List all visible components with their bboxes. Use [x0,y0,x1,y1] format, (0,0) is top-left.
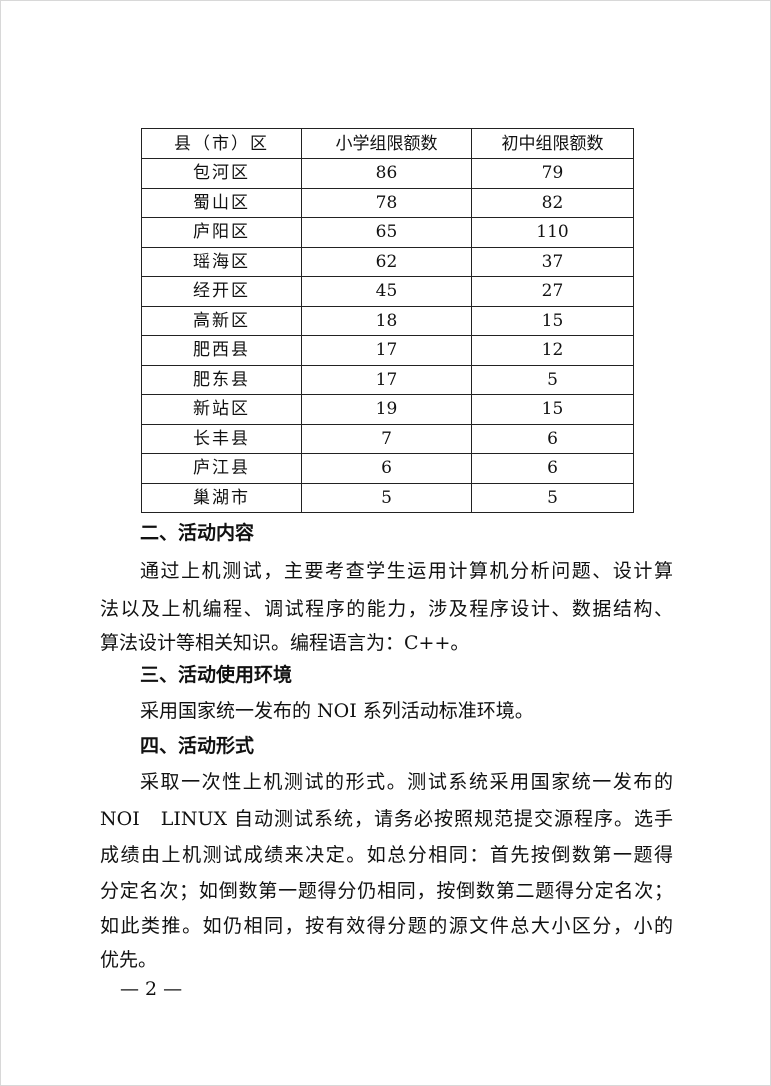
paragraph-line: 分定名次；如倒数第一题得分仍相同，按倒数第二题得分定名次； [100,880,673,902]
junior-quota-cell: 15 [471,394,634,425]
paragraph-line: 法以及上机编程、调试程序的能力，涉及程序设计、数据结构、 [100,598,673,620]
junior-quota-cell: 27 [471,276,634,307]
district-cell: 肥东县 [141,364,302,395]
primary-quota-cell: 62 [301,246,472,277]
junior-quota-cell: 37 [471,246,634,277]
primary-quota-cell: 45 [301,276,472,307]
district-cell: 包河区 [141,158,302,189]
district-cell: 庐阳区 [141,217,302,248]
section-heading: 四、活动形式 [140,735,255,757]
paragraph-line: 成绩由上机测试成绩来决定。如总分相同：首先按倒数第一题得 [100,844,673,866]
district-cell: 高新区 [141,305,302,336]
junior-quota-cell: 6 [471,453,634,484]
junior-quota-cell: 82 [471,187,634,218]
junior-quota-cell: 5 [471,482,634,513]
primary-quota-cell: 78 [301,187,472,218]
primary-quota-cell: 19 [301,394,472,425]
table-row: 庐阳区 65 110 [141,217,634,248]
primary-quota-cell: 18 [301,305,472,336]
district-cell: 瑶海区 [141,246,302,277]
junior-quota-cell: 6 [471,423,634,454]
paragraph-line: 如此类推。如仍相同，按有效得分题的源文件总大小区分，小的 [100,915,673,937]
section-heading: 三、活动使用环境 [140,664,293,686]
table-row: 包河区 86 79 [141,158,634,189]
district-cell: 巢湖市 [141,482,302,513]
paragraph-line: 通过上机测试，主要考查学生运用计算机分析问题、设计算 [140,560,673,582]
table-row: 肥东县 17 5 [141,364,634,395]
table-row: 巢湖市 5 5 [141,482,634,513]
paragraph-line: 算法设计等相关知识。编程语言为：C++。 [100,632,470,654]
primary-quota-cell: 65 [301,217,472,248]
primary-quota-cell: 86 [301,158,472,189]
quota-table: 县（市）区 小学组限额数 初中组限额数 包河区 86 79 蜀山区 78 82 庐阳区 65 1… [141,128,634,513]
primary-quota-cell: 6 [301,453,472,484]
primary-quota-cell: 7 [301,423,472,454]
table-header-row: 县（市）区 小学组限额数 初中组限额数 [141,128,634,159]
table-row: 庐江县 6 6 [141,453,634,484]
primary-quota-cell: 17 [301,364,472,395]
junior-quota-cell: 79 [471,158,634,189]
page-number: — 2 — [120,978,183,1000]
district-cell: 肥西县 [141,335,302,366]
primary-quota-cell: 17 [301,335,472,366]
table-row: 长丰县 7 6 [141,423,634,454]
junior-quota-cell: 5 [471,364,634,395]
section-heading: 二、活动内容 [140,522,255,544]
table-row: 肥西县 17 12 [141,335,634,366]
junior-quota-cell: 110 [471,217,634,248]
district-cell: 长丰县 [141,423,302,454]
table-row: 经开区 45 27 [141,276,634,307]
table-row: 新站区 19 15 [141,394,634,425]
header-district: 县（市）区 [141,128,302,159]
junior-quota-cell: 12 [471,335,634,366]
paragraph-line: 优先。 [100,949,158,971]
district-cell: 庐江县 [141,453,302,484]
table-row: 高新区 18 15 [141,305,634,336]
district-cell: 蜀山区 [141,187,302,218]
header-junior-quota: 初中组限额数 [471,128,634,159]
junior-quota-cell: 15 [471,305,634,336]
primary-quota-cell: 5 [301,482,472,513]
paragraph-line: 采取一次性上机测试的形式。测试系统采用国家统一发布的 [140,771,673,793]
paragraph-line: NOI LINUX 自动测试系统，请务必按照规范提交源程序。选手 [100,808,673,830]
table-row: 瑶海区 62 37 [141,246,634,277]
header-primary-quota: 小学组限额数 [301,128,472,159]
table-row: 蜀山区 78 82 [141,187,634,218]
district-cell: 新站区 [141,394,302,425]
paragraph-line: 采用国家统一发布的 NOI 系列活动标准环境。 [140,700,534,722]
district-cell: 经开区 [141,276,302,307]
